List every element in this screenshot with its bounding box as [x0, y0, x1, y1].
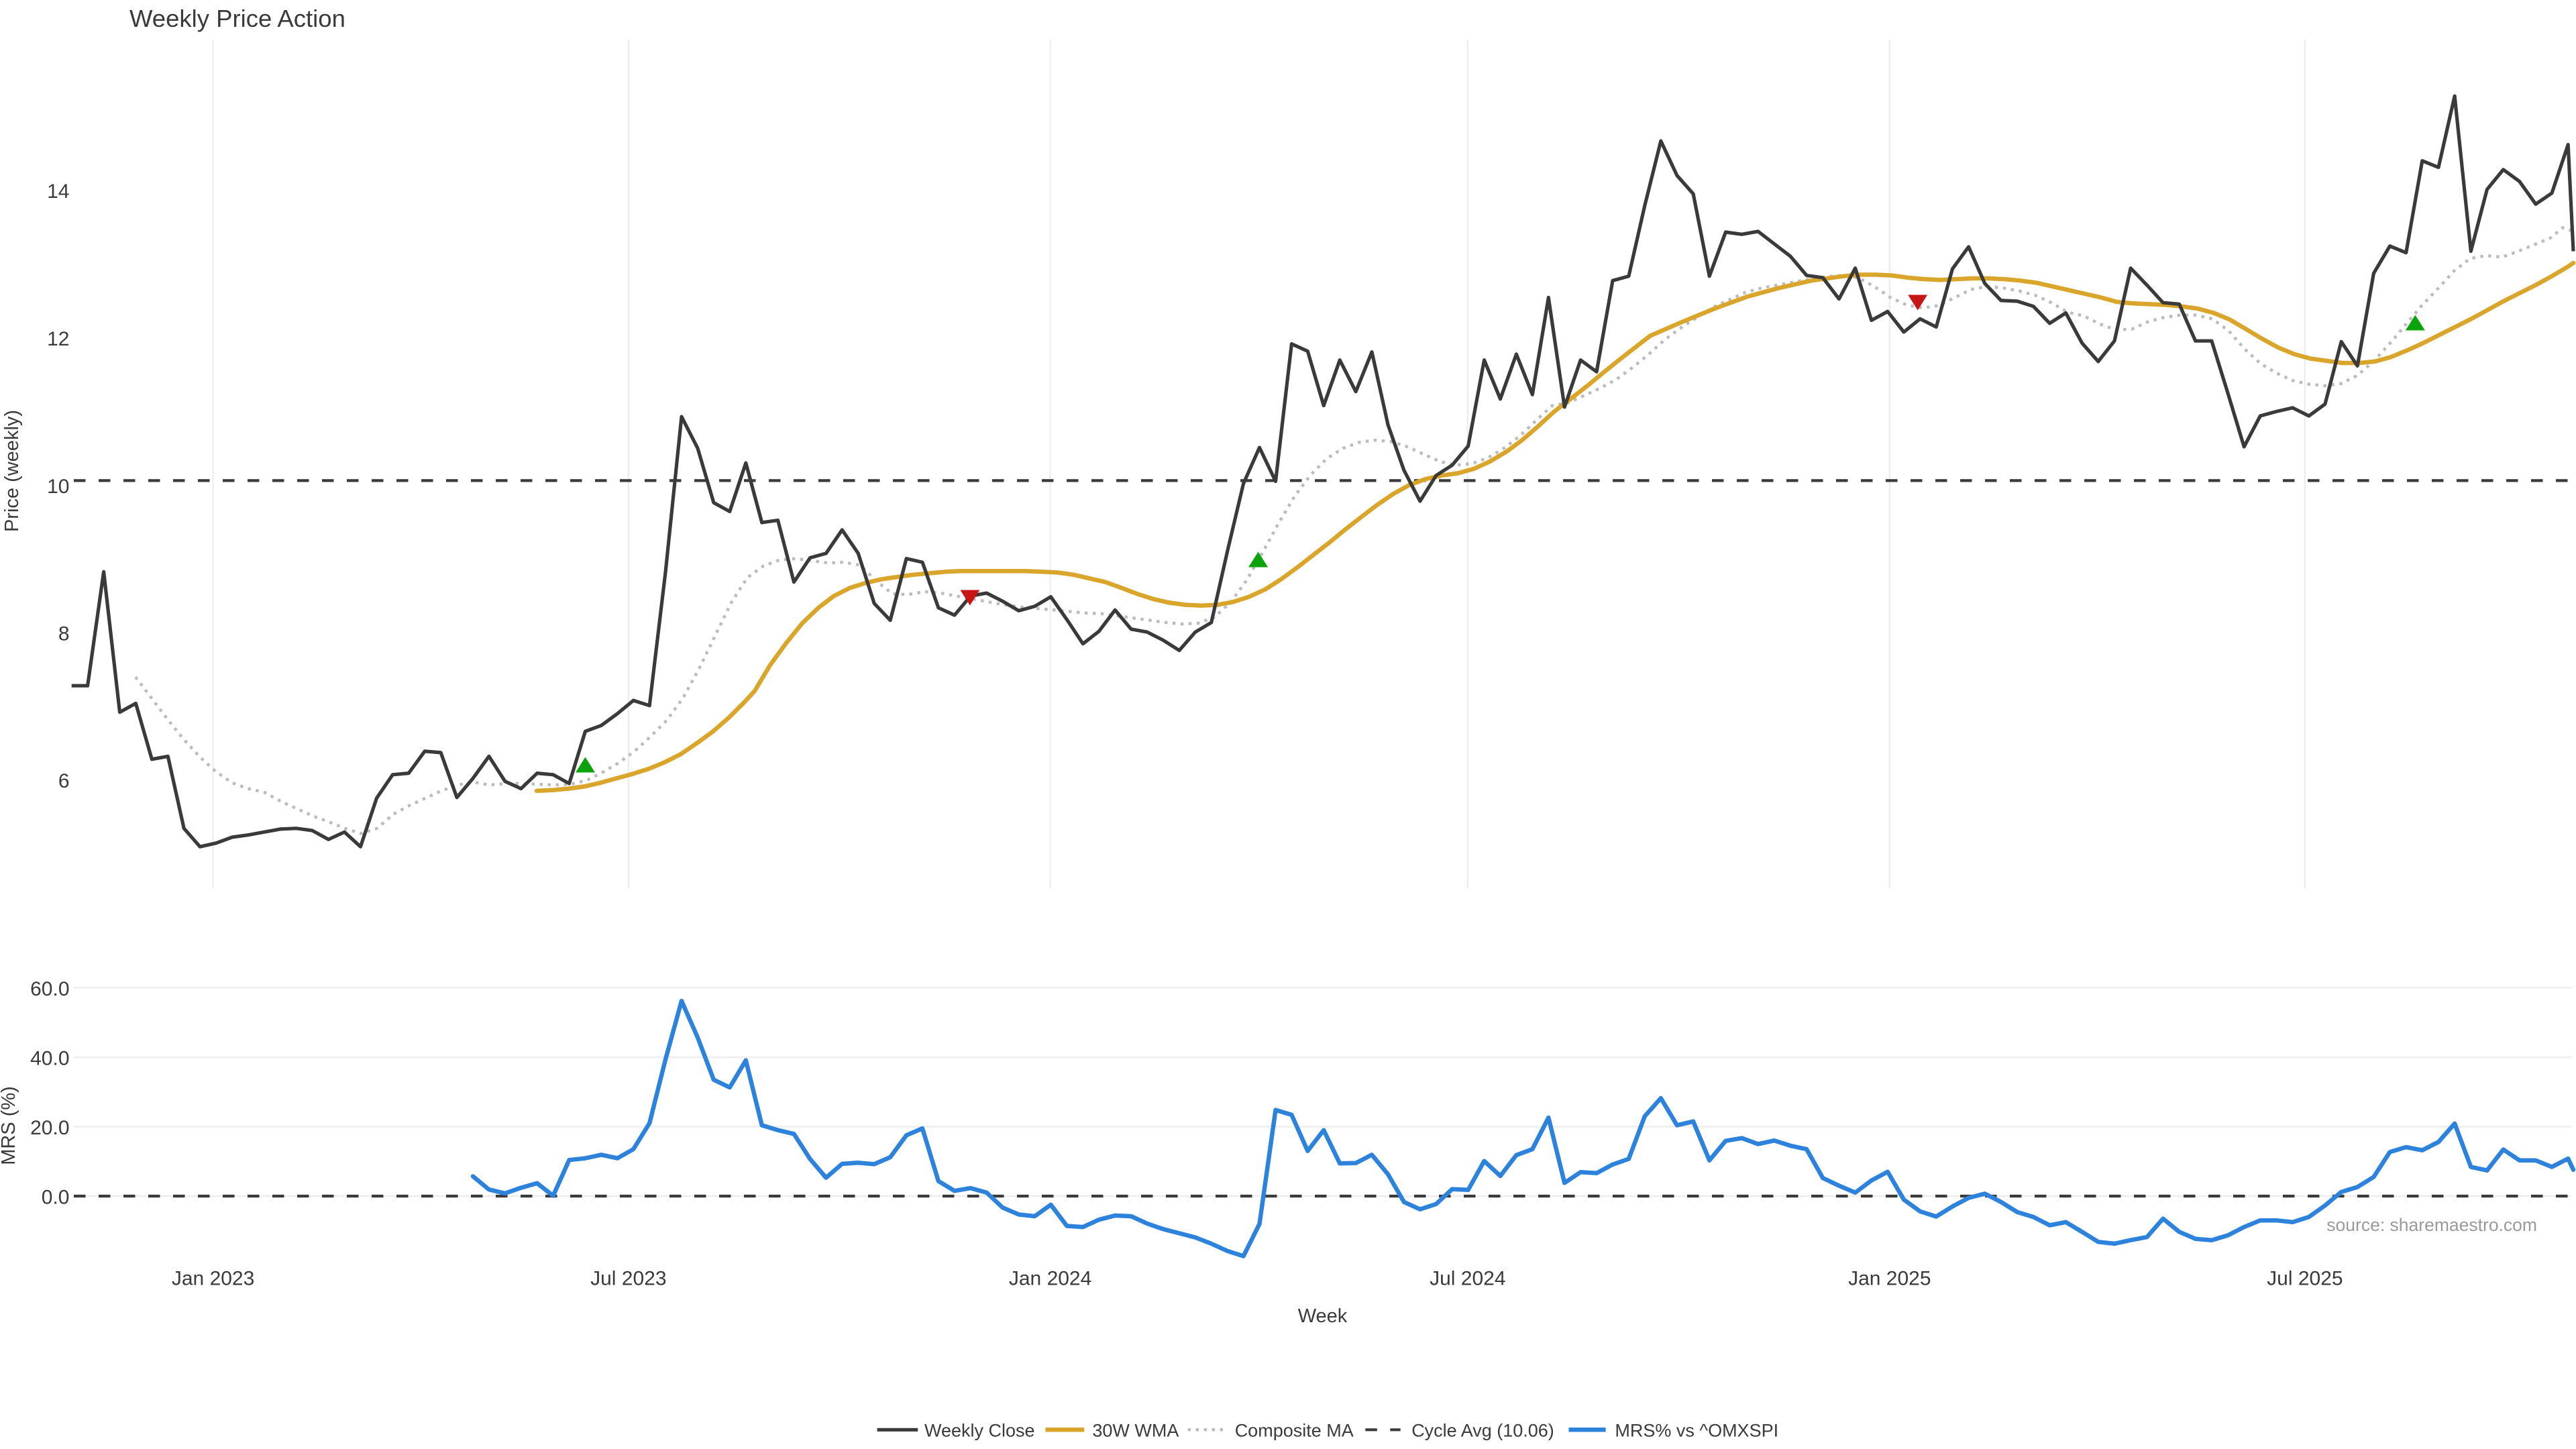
- svg-text:Weekly Price Action: Weekly Price Action: [129, 5, 345, 32]
- svg-text:0.0: 0.0: [42, 1187, 70, 1209]
- svg-text:Price (weekly): Price (weekly): [1, 410, 23, 532]
- svg-text:MRS (%): MRS (%): [0, 1086, 19, 1165]
- svg-text:Jul 2024: Jul 2024: [1430, 1268, 1505, 1290]
- svg-text:30W WMA: 30W WMA: [1092, 1420, 1179, 1440]
- svg-text:14: 14: [47, 180, 69, 203]
- svg-text:40.0: 40.0: [30, 1048, 69, 1070]
- svg-text:Jan 2025: Jan 2025: [1848, 1268, 1931, 1290]
- svg-text:Week: Week: [1298, 1305, 1348, 1327]
- svg-text:12: 12: [47, 328, 69, 350]
- svg-text:6: 6: [58, 770, 70, 792]
- svg-text:Composite MA: Composite MA: [1235, 1420, 1354, 1440]
- svg-text:Jan 2024: Jan 2024: [1009, 1268, 1091, 1290]
- svg-text:Jan 2023: Jan 2023: [172, 1268, 254, 1290]
- svg-text:60.0: 60.0: [30, 978, 69, 1000]
- svg-text:Jul 2025: Jul 2025: [2267, 1268, 2343, 1290]
- svg-text:source: sharemaestro.com: source: sharemaestro.com: [2326, 1215, 2537, 1235]
- svg-text:Weekly Close: Weekly Close: [924, 1420, 1035, 1440]
- svg-text:MRS% vs ^OMXSPI: MRS% vs ^OMXSPI: [1615, 1420, 1778, 1440]
- svg-text:8: 8: [58, 623, 70, 645]
- svg-text:10: 10: [47, 476, 69, 498]
- svg-text:Cycle Avg (10.06): Cycle Avg (10.06): [1411, 1420, 1554, 1440]
- svg-text:Jul 2023: Jul 2023: [590, 1268, 666, 1290]
- svg-text:20.0: 20.0: [30, 1117, 69, 1139]
